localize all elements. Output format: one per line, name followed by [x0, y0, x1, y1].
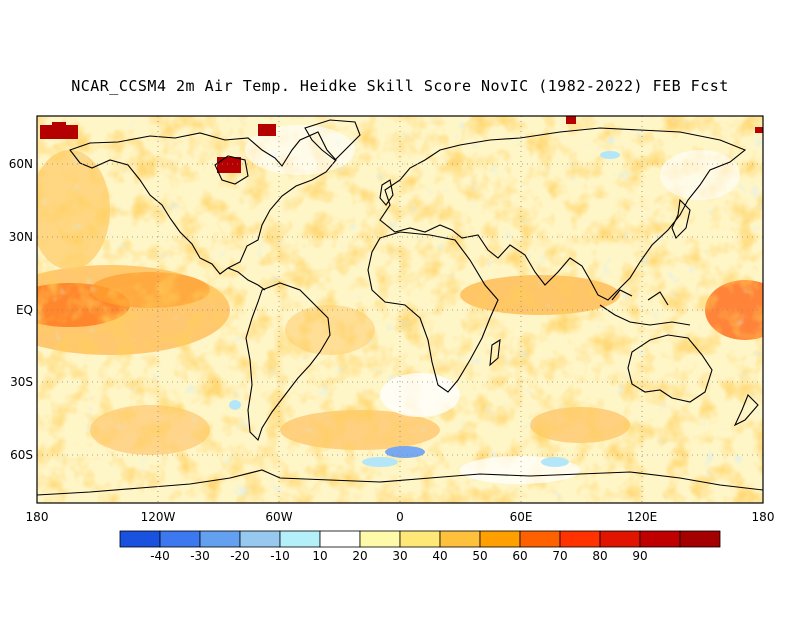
longitude-labels: 180 120W 60W 0 60E 120E 180 [26, 510, 775, 524]
colorbar-label: 50 [472, 549, 487, 563]
colorbar-swatch [159, 530, 201, 548]
lat-label-30n: 30N [9, 230, 33, 244]
lon-label-0: 0 [396, 510, 404, 524]
colorbar-swatch [679, 530, 721, 548]
colorbar-swatch [479, 530, 521, 548]
map-frame [36, 115, 764, 504]
lon-label-60w: 60W [265, 510, 292, 524]
coast-australia [627, 334, 713, 403]
colorbar-label: 70 [552, 549, 567, 563]
coast-hudson-bay [214, 155, 249, 185]
coast-north-america [69, 131, 337, 275]
graticule [37, 116, 763, 503]
colorbar-label: -10 [270, 549, 290, 563]
coast-uk [379, 179, 394, 206]
coast-eurasia [379, 127, 747, 301]
colorbar-label: 90 [632, 549, 647, 563]
lon-label-180e: 180 [752, 510, 775, 524]
colorbar-swatch [199, 530, 241, 548]
lat-label-60s: 60S [10, 448, 33, 462]
colorbar-swatch [599, 530, 641, 548]
latitude-labels: 60N 30N EQ 30S 60S [9, 157, 33, 462]
colorbar-swatch [319, 530, 361, 548]
colorbar-label: 20 [352, 549, 367, 563]
lat-label-eq: EQ [16, 303, 33, 317]
colorbar-label: 10 [312, 549, 327, 563]
lon-label-60e: 60E [510, 510, 533, 524]
colorbar: -40 -30 -20 -10 10 20 30 40 50 60 70 80 90 [119, 530, 721, 563]
colorbar-swatch [439, 530, 481, 548]
coast-japan [671, 198, 691, 239]
colorbar-label: 30 [392, 549, 407, 563]
colorbar-label: 80 [592, 549, 607, 563]
lon-label-120e: 120E [627, 510, 658, 524]
coastlines [37, 119, 763, 496]
colorbar-swatch [639, 530, 681, 548]
coast-central-america [227, 267, 266, 291]
coast-new-zealand [733, 394, 759, 427]
lat-label-60n: 60N [9, 157, 33, 171]
coast-greenland [304, 119, 361, 161]
coast-africa [367, 231, 499, 393]
colorbar-swatch [559, 530, 601, 548]
lat-label-30s: 30S [10, 375, 33, 389]
coast-madagascar [489, 338, 501, 367]
colorbar-label: -20 [230, 549, 250, 563]
coast-antarctica [37, 469, 763, 496]
shaded-field [37, 116, 763, 503]
colorbar-label: -40 [150, 549, 170, 563]
map-title: NCAR_CCSM4 2m Air Temp. Heidke Skill Sco… [71, 77, 729, 95]
colorbar-swatch [119, 530, 161, 548]
colorbar-swatch [399, 530, 441, 548]
colorbar-swatch [279, 530, 321, 548]
lon-label-180w: 180 [26, 510, 49, 524]
colorbar-swatch [239, 530, 281, 548]
colorbar-swatch [519, 530, 561, 548]
colorbar-label: 60 [512, 549, 527, 563]
coast-south-america [245, 282, 331, 442]
colorbar-label: 40 [432, 549, 447, 563]
colorbar-swatch [359, 530, 401, 548]
coast-indonesia [599, 289, 691, 326]
colorbar-label: -30 [190, 549, 210, 563]
lon-label-120w: 120W [141, 510, 176, 524]
